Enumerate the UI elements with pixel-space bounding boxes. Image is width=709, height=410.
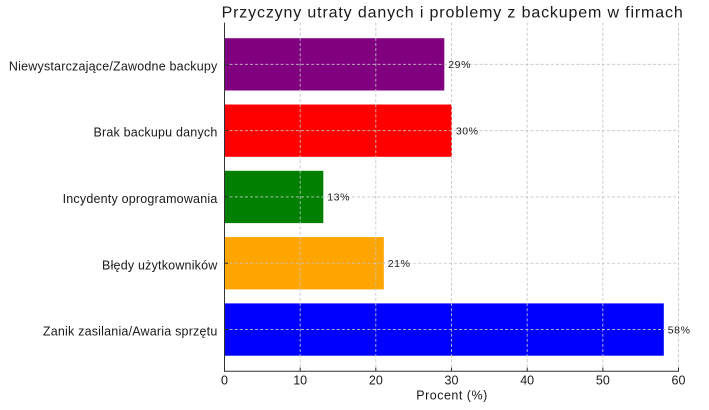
svg-text:Zanik zasilania/Awaria sprzętu: Zanik zasilania/Awaria sprzętu — [43, 325, 218, 339]
svg-text:Przyczyny utraty danych i prob: Przyczyny utraty danych i problemy z bac… — [222, 4, 684, 21]
svg-text:60: 60 — [672, 374, 686, 388]
svg-text:0: 0 — [221, 374, 228, 388]
svg-text:29%: 29% — [448, 59, 471, 71]
svg-text:13%: 13% — [327, 192, 350, 204]
svg-text:Procent (%): Procent (%) — [416, 389, 488, 403]
svg-text:Błędy użytkowników: Błędy użytkowników — [102, 258, 218, 272]
svg-text:21%: 21% — [388, 258, 411, 270]
svg-text:Brak backupu danych: Brak backupu danych — [93, 126, 217, 140]
svg-text:10: 10 — [293, 374, 307, 388]
svg-text:20: 20 — [369, 374, 383, 388]
svg-text:40: 40 — [520, 374, 534, 388]
svg-text:58%: 58% — [668, 324, 691, 336]
svg-text:50: 50 — [596, 374, 610, 388]
svg-text:Niewystarczające/Zawodne backu: Niewystarczające/Zawodne backupy — [9, 59, 218, 73]
svg-text:30%: 30% — [456, 125, 479, 137]
svg-text:30: 30 — [445, 374, 459, 388]
svg-text:Incydenty oprogramowania: Incydenty oprogramowania — [63, 192, 218, 206]
